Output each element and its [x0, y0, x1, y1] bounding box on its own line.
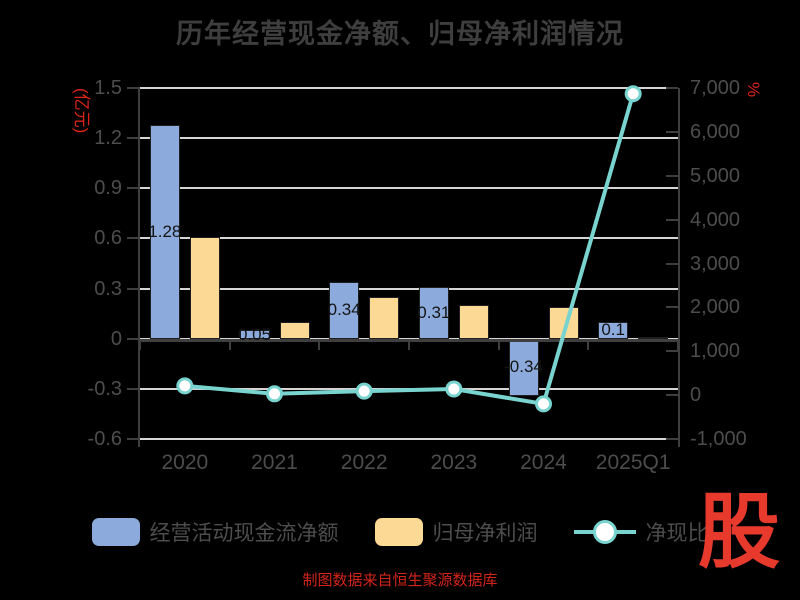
left-axis-tick-label: 0.9 — [94, 177, 122, 200]
x-axis-category-label: 2021 — [251, 451, 298, 474]
left-axis-tick-label: 1.2 — [94, 127, 122, 150]
left-axis-tick-label: 0.3 — [94, 277, 122, 300]
right-axis-tick-label: 1,000 — [690, 340, 741, 363]
bar-label: 0.34 — [327, 300, 361, 320]
line-point-2023 — [445, 380, 463, 398]
left-axis-tick — [127, 137, 140, 140]
bar-归母净利润 — [638, 337, 669, 340]
right-axis-tick-label: 5,000 — [690, 164, 741, 187]
bar-经营活动现金流净额 — [329, 281, 360, 339]
right-axis-line — [678, 88, 680, 447]
line-point-2024 — [535, 395, 552, 413]
gridline — [140, 237, 678, 240]
bar-label: 1.28 — [148, 221, 182, 241]
legend-label: 经营活动现金流净额 — [149, 522, 339, 545]
legend-item-净现比[interactable]: 净现比 — [573, 517, 709, 547]
net-cash-ratio-line — [184, 93, 636, 407]
line-point-2022 — [355, 382, 373, 400]
left-axis-tick — [127, 337, 140, 340]
bar-经营活动现金流净额 — [598, 322, 629, 339]
legend: 经营活动现金流净额 归母净利润 净现比 — [0, 517, 800, 547]
legend-item-归母净利润[interactable]: 归母净利润 — [374, 517, 538, 547]
legend-line-marker — [573, 518, 636, 546]
left-axis-tick-label: -0.6 — [87, 428, 122, 450]
right-axis-tick-label: 2,000 — [690, 296, 741, 319]
legend-label: 归母净利润 — [432, 522, 538, 545]
legend-swatch — [374, 518, 423, 546]
legend-label: 净现比 — [645, 522, 709, 545]
right-axis-tick — [666, 306, 678, 309]
legend-item-经营活动现金流净额[interactable]: 经营活动现金流净额 — [91, 517, 339, 547]
left-axis-tick — [127, 287, 140, 290]
right-axis-tick — [666, 174, 678, 177]
x-axis-tick — [497, 338, 500, 350]
gridline — [140, 137, 678, 140]
left-axis-tick-label: 0 — [110, 327, 122, 350]
bar-label: 0.05 — [237, 324, 272, 344]
bar-经营活动现金流净额 — [149, 124, 180, 339]
x-axis-tick — [318, 338, 321, 350]
right-axis-tick-label: 6,000 — [690, 120, 741, 143]
left-axis-tick — [127, 87, 140, 89]
left-axis-tick — [127, 187, 140, 190]
data-source-caption: 制图数据来自恒生聚源数据库 — [302, 572, 498, 589]
legend-swatch — [91, 518, 140, 546]
brand-logo: 股 — [697, 487, 780, 578]
right-axis-tick — [666, 438, 678, 440]
x-axis-category-label: 2022 — [340, 451, 388, 474]
line-point-2020 — [176, 377, 194, 395]
left-axis-tick-label: 1.5 — [94, 77, 122, 99]
chart-title: 历年经营现金净额、归母净利润情况 — [176, 19, 624, 49]
bar-归母净利润 — [458, 305, 489, 339]
gridline — [140, 87, 678, 89]
x-axis-tick — [408, 338, 410, 350]
right-axis-tick — [666, 218, 678, 221]
right-axis-tick-label: 3,000 — [690, 252, 741, 275]
left-axis-tick-label: -0.3 — [87, 377, 122, 400]
right-axis-tick — [666, 87, 678, 89]
left-axis-tick — [127, 387, 140, 390]
x-axis-tick — [587, 338, 590, 350]
left-axis-tick-label: 0.6 — [94, 227, 122, 250]
right-axis-tick-label: 0 — [690, 384, 702, 407]
x-axis-tick — [228, 338, 231, 350]
bar-经营活动现金流净额 — [239, 330, 270, 339]
right-axis-tick-label: 7,000 — [690, 77, 741, 99]
x-axis-category-label: 2024 — [520, 451, 567, 474]
line-point-2025Q1 — [624, 85, 642, 103]
gridline — [140, 438, 678, 440]
bar-经营活动现金流净额 — [508, 338, 539, 396]
x-axis-category-label: 2020 — [161, 451, 209, 474]
right-axis-tick — [666, 130, 678, 133]
x-axis-category-label: 2025Q1 — [595, 451, 671, 474]
left-axis-line — [138, 88, 140, 447]
gridline — [140, 287, 678, 290]
right-axis-tick — [666, 394, 678, 397]
x-axis-tick — [139, 338, 141, 350]
right-axis-tick-label: -1,000 — [690, 428, 747, 450]
left-axis-tick — [127, 438, 140, 440]
left-axis-tick — [127, 237, 140, 240]
bar-经营活动现金流净额 — [418, 286, 449, 339]
bar-归母净利润 — [279, 322, 310, 339]
bar-label: -0.34 — [504, 357, 543, 377]
x-axis-category-label: 2023 — [430, 451, 478, 474]
bar-归母净利润 — [369, 296, 400, 339]
bar-label: 0.1 — [601, 320, 625, 340]
bar-label: 0.31 — [417, 302, 451, 322]
line-point-2021 — [266, 385, 283, 403]
bar-归母净利润 — [189, 236, 220, 339]
gridline — [140, 187, 678, 190]
x-axis-line — [140, 338, 680, 342]
right-axis-tick-label: 4,000 — [690, 208, 741, 231]
right-axis-tick — [666, 262, 678, 265]
right-axis-tick — [666, 350, 678, 353]
